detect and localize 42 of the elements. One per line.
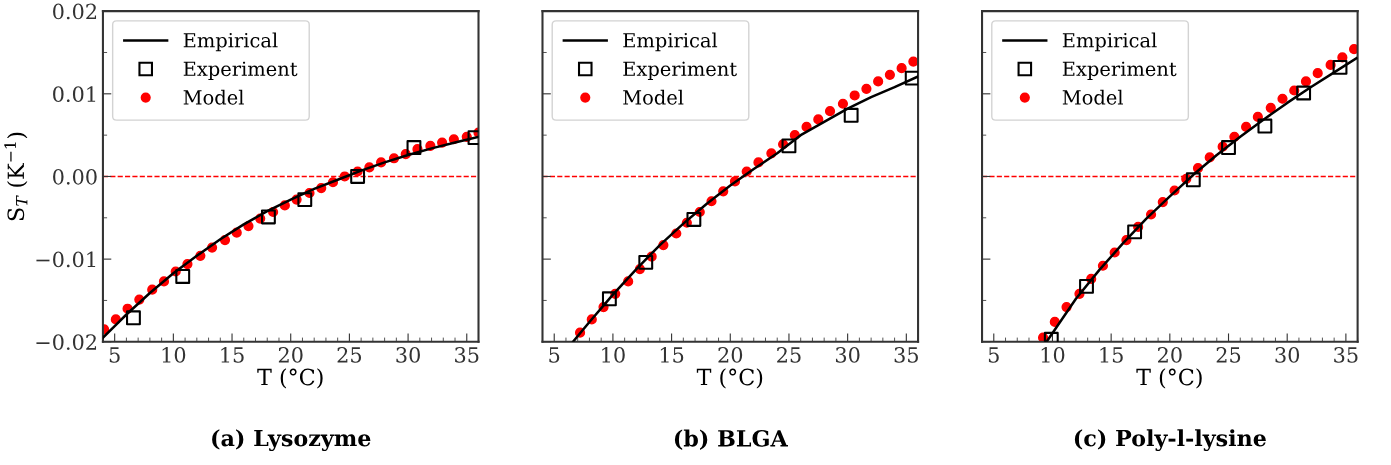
x-tick-label: 25	[1216, 347, 1241, 363]
x-tick-label: 30	[396, 347, 420, 363]
y-tick-label: −0.02	[36, 334, 97, 350]
x-axis-title: T (°C)	[1136, 368, 1202, 389]
x-tick-label: 20	[718, 347, 743, 363]
y-tick-label: −0.01	[36, 251, 96, 268]
x-tick-label: 5	[109, 347, 120, 363]
x-tick-label: 20	[1157, 347, 1182, 363]
legend-label: Empirical	[623, 32, 718, 52]
legend-label: Model	[623, 89, 684, 105]
x-tick-label: 5	[988, 347, 999, 363]
y-axis-title: S$_{T}$ (K$^{−1}$)	[4, 132, 28, 221]
legend-label: Model	[183, 89, 244, 105]
legend-label: Experiment	[1062, 61, 1177, 80]
x-tick-label: 15	[221, 347, 244, 363]
text: (b) BLGA	[674, 429, 788, 450]
x-axis-title: T (°C)	[696, 368, 763, 389]
legend-label: Experiment	[183, 61, 298, 80]
x-tick-label: 20	[278, 347, 303, 363]
x-tick-label: 35	[894, 347, 918, 363]
x-tick-label: 25	[777, 347, 801, 363]
x-tick-label: 10	[602, 347, 625, 363]
x-tick-label: 30	[1275, 347, 1300, 363]
x-tick-label: 10	[1041, 347, 1065, 363]
y-tick-label: 0.00	[53, 168, 97, 185]
y-tick-label: 0.02	[53, 3, 97, 20]
x-tick-label: 5	[549, 347, 560, 363]
x-tick-label: 10	[162, 347, 186, 363]
x-tick-label: 15	[1100, 347, 1123, 363]
x-axis-title: T (°C)	[257, 368, 323, 389]
x-tick-label: 35	[1334, 347, 1358, 363]
legend-label: Empirical	[1062, 32, 1157, 52]
x-tick-label: 15	[660, 347, 684, 363]
x-tick-label: 30	[835, 347, 860, 363]
text: (a) Lysozyme	[212, 429, 371, 452]
legend-label: Empirical	[183, 32, 278, 52]
x-tick-label: 35	[455, 347, 479, 363]
text: (c) Poly-l-lysine	[1074, 429, 1266, 452]
y-tick-label: 0.01	[53, 86, 96, 103]
x-tick-label: 25	[337, 347, 362, 363]
legend-label: Model	[1062, 89, 1123, 105]
legend-label: Experiment	[623, 61, 737, 80]
